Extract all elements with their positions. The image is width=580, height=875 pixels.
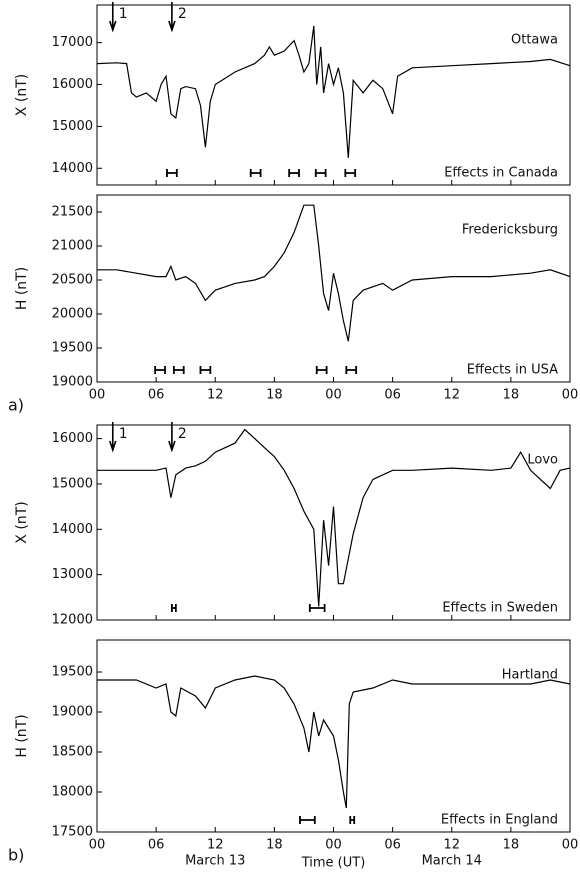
effect-interval <box>299 816 316 824</box>
x-tick-label: 12 <box>443 838 460 853</box>
station-label: Lovo <box>527 453 558 468</box>
y-axis-label: X (nT) <box>14 501 30 543</box>
x-tick-label: 18 <box>266 388 283 403</box>
panel-label: a) <box>8 396 24 415</box>
y-tick-label: 19500 <box>52 665 93 680</box>
x-tick-label: 00 <box>562 388 579 403</box>
y-tick-label: 20500 <box>52 273 93 288</box>
x-tick-label: 00 <box>325 388 342 403</box>
y-tick-label: 14000 <box>52 161 93 176</box>
effect-interval <box>288 169 300 177</box>
station-label: Fredericksburg <box>462 223 558 238</box>
effect-interval <box>249 169 262 177</box>
effect-interval <box>154 366 166 374</box>
x-axis-label: Time (UT) <box>301 856 366 871</box>
x-tick-label: 00 <box>89 838 106 853</box>
effect-interval <box>345 366 358 374</box>
y-tick-label: 16000 <box>52 431 93 446</box>
event-label: 2 <box>178 426 187 442</box>
y-tick-label: 21000 <box>52 239 93 254</box>
y-tick-label: 15000 <box>52 476 93 491</box>
effect-interval <box>314 169 327 177</box>
effect-interval <box>172 366 185 374</box>
event-arrow <box>109 2 117 33</box>
date-label: March 14 <box>422 854 482 869</box>
y-tick-label: 18000 <box>52 785 93 800</box>
panel-label: b) <box>8 846 24 865</box>
plot-frame <box>96 424 571 621</box>
y-tick-label: 13000 <box>52 567 93 582</box>
date-label: March 13 <box>185 854 245 869</box>
x-tick-label: 00 <box>89 388 106 403</box>
effects-label: Effects in Sweden <box>442 601 558 616</box>
effect-interval <box>199 366 212 374</box>
x-tick-label: 12 <box>207 388 224 403</box>
y-axis-label: H (nT) <box>14 714 30 757</box>
data-line <box>97 675 571 809</box>
y-tick-label: 20000 <box>52 307 93 322</box>
x-tick-label: 00 <box>562 838 579 853</box>
x-tick-label: 06 <box>148 388 165 403</box>
event-arrow <box>168 2 176 33</box>
x-tick-label: 12 <box>207 838 224 853</box>
y-tick-label: 18500 <box>52 745 93 760</box>
x-tick-label: 12 <box>443 388 460 403</box>
x-tick-label: 18 <box>266 838 283 853</box>
event-label: 1 <box>119 426 128 442</box>
effects-label: Effects in USA <box>467 363 558 378</box>
y-axis-label: H (nT) <box>14 267 30 310</box>
station-label: Ottawa <box>511 33 558 48</box>
x-tick-label: 00 <box>325 838 342 853</box>
y-tick-label: 15000 <box>52 119 93 134</box>
y-tick-label: 16000 <box>52 77 93 92</box>
x-tick-label: 06 <box>148 838 165 853</box>
data-line <box>96 25 571 158</box>
y-tick-label: 17000 <box>52 35 93 50</box>
y-tick-label: 21500 <box>52 205 93 220</box>
y-axis-label: X (nT) <box>14 74 30 116</box>
y-tick-label: 19000 <box>52 375 93 390</box>
event-arrow <box>109 422 117 453</box>
effects-label: Effects in England <box>441 813 558 828</box>
station-label: Hartland <box>502 668 558 683</box>
event-arrow <box>168 422 176 453</box>
y-tick-label: 12000 <box>52 613 93 628</box>
data-line <box>97 428 571 607</box>
event-label: 1 <box>119 6 128 22</box>
data-line <box>97 204 571 342</box>
effect-interval <box>308 604 326 612</box>
y-tick-label: 19000 <box>52 705 93 720</box>
x-tick-label: 06 <box>384 388 401 403</box>
y-tick-label: 19500 <box>52 341 93 356</box>
effect-interval <box>166 169 178 177</box>
effect-interval <box>170 604 177 612</box>
x-tick-label: 18 <box>503 838 520 853</box>
event-label: 2 <box>178 6 187 22</box>
y-tick-label: 14000 <box>52 522 93 537</box>
x-tick-label: 06 <box>384 838 401 853</box>
x-tick-label: 18 <box>503 388 520 403</box>
effect-interval <box>344 169 357 177</box>
effects-label: Effects in Canada <box>444 166 558 181</box>
effect-interval <box>349 816 356 824</box>
y-tick-label: 17500 <box>52 825 93 840</box>
effect-interval <box>315 366 328 374</box>
